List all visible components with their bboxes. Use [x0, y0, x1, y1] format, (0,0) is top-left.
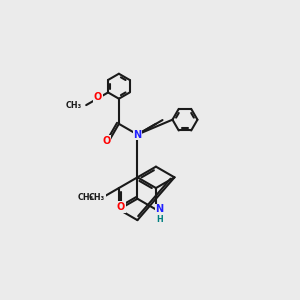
Text: N: N	[133, 130, 142, 140]
Text: H: H	[156, 215, 163, 224]
Text: CH₃: CH₃	[66, 100, 82, 109]
Text: O: O	[117, 202, 125, 212]
Text: O: O	[102, 136, 110, 146]
Text: CH₃: CH₃	[89, 193, 105, 202]
Text: O: O	[94, 92, 102, 102]
Text: CH₃: CH₃	[77, 193, 93, 202]
Text: N: N	[155, 204, 164, 214]
